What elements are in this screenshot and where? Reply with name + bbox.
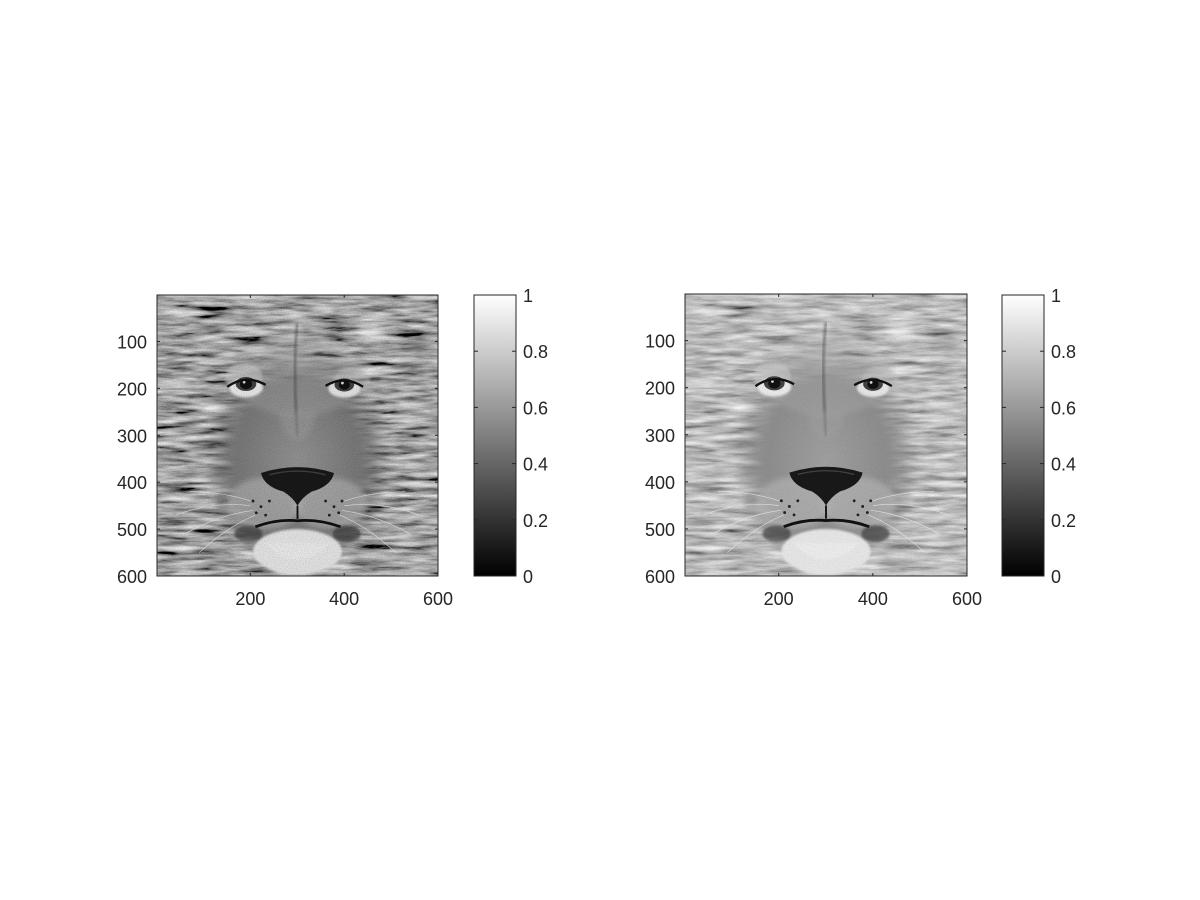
colorbar-tick-label: 0.4 bbox=[523, 455, 548, 475]
y-tick-label: 300 bbox=[117, 426, 147, 446]
y-tick-label: 600 bbox=[117, 567, 147, 587]
colorbar-tick-label: 0.6 bbox=[1051, 398, 1076, 418]
colorbar-tick-label: 0.2 bbox=[523, 511, 548, 531]
colorbar-tick-label: 0 bbox=[523, 567, 533, 587]
y-tick-label: 300 bbox=[645, 426, 675, 446]
colorbar-tick-label: 0.6 bbox=[523, 398, 548, 418]
x-tick-label: 400 bbox=[858, 589, 888, 609]
y-tick-label: 200 bbox=[117, 379, 147, 399]
colorbar-ticks-right: 0 0.2 0.4 0.6 0.8 1 bbox=[1002, 286, 1076, 587]
x-tick-label: 400 bbox=[329, 589, 359, 609]
y-ticks-left: 100 200 300 400 500 600 bbox=[117, 332, 438, 587]
colorbar-tick-label: 0.8 bbox=[523, 342, 548, 362]
image-axes-left bbox=[157, 295, 438, 576]
x-tick-label: 600 bbox=[952, 589, 982, 609]
y-tick-label: 500 bbox=[645, 520, 675, 540]
x-tick-label: 600 bbox=[423, 589, 453, 609]
y-tick-label: 200 bbox=[645, 379, 675, 399]
y-tick-label: 100 bbox=[645, 332, 675, 352]
colorbar-tick-label: 0.8 bbox=[1051, 342, 1076, 362]
colorbar-tick-label: 1 bbox=[1051, 286, 1061, 306]
colorbar-tick-label: 0.2 bbox=[1051, 511, 1076, 531]
colorbar-tick-label: 1 bbox=[523, 286, 533, 306]
x-tick-label: 200 bbox=[764, 589, 794, 609]
y-tick-label: 600 bbox=[645, 567, 675, 587]
y-tick-label: 500 bbox=[117, 520, 147, 540]
y-tick-label: 100 bbox=[117, 332, 147, 352]
colorbar-left bbox=[473, 294, 517, 577]
y-ticks-right: 100 200 300 400 500 600 bbox=[645, 332, 967, 587]
x-tick-label: 200 bbox=[235, 589, 265, 609]
image-axes-right bbox=[685, 294, 967, 576]
colorbar-right bbox=[1001, 294, 1045, 577]
colorbar-tick-label: 0 bbox=[1051, 567, 1061, 587]
colorbar-tick-label: 0.4 bbox=[1051, 455, 1076, 475]
y-tick-label: 400 bbox=[645, 473, 675, 493]
x-ticks-right: 200 400 600 bbox=[764, 294, 982, 609]
colorbar-ticks-left: 0 0.2 0.4 0.6 0.8 1 bbox=[474, 286, 548, 587]
y-tick-label: 400 bbox=[117, 473, 147, 493]
x-ticks-left: 200 400 600 bbox=[235, 295, 453, 609]
